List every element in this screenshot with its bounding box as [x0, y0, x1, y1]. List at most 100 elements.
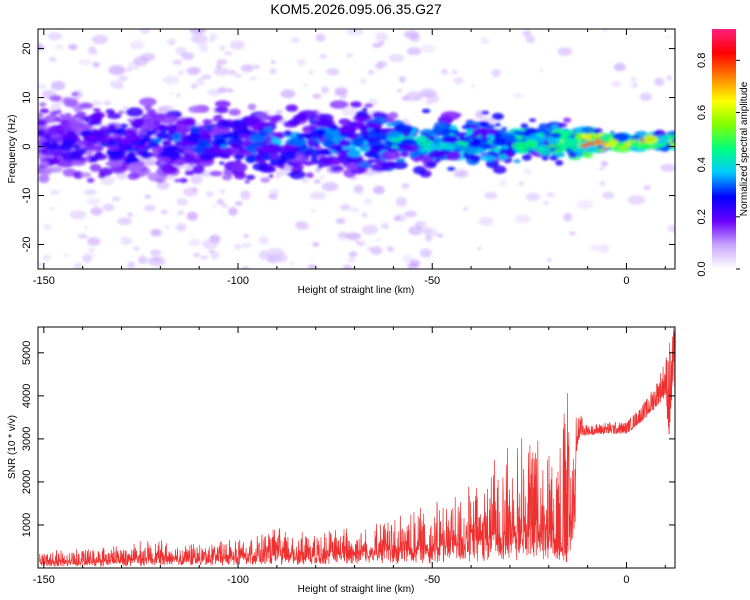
heatmap-cell [598, 243, 610, 254]
heatmap-cell [64, 132, 72, 137]
heatmap-cell [521, 153, 532, 161]
x-tick-label: -150 [33, 574, 55, 586]
heatmap-cell [202, 146, 218, 156]
heatmap-cell [125, 107, 144, 117]
heatmap-cell [421, 226, 433, 234]
heatmap-cell [38, 112, 44, 119]
heatmap-cell [380, 150, 401, 161]
spectrogram-ticks: -150 -100 -50 0 20 10 0 -10 -20 [21, 29, 675, 287]
heatmap-cell [244, 180, 251, 184]
heatmap-cell [398, 76, 406, 83]
heatmap-cell [166, 123, 178, 132]
heatmap-cell [318, 113, 334, 122]
heatmap-cell [404, 210, 417, 218]
heatmap-cell [421, 44, 436, 54]
heatmap-cell [184, 170, 195, 176]
heatmap-cell [147, 256, 166, 267]
heatmap-cell [243, 234, 249, 239]
heatmap-cell [484, 191, 498, 200]
heatmap-cell [401, 138, 416, 146]
heatmap-cell [209, 170, 223, 177]
heatmap-cell [549, 155, 558, 161]
heatmap-cell [253, 64, 260, 69]
heatmap-cell [266, 115, 277, 121]
heatmap-cell [543, 200, 550, 205]
heatmap-cell [353, 184, 364, 194]
spectrogram-ylabel: Frequency (Hz) [7, 115, 18, 184]
heatmap-cell [280, 89, 296, 99]
heatmap-cell [181, 52, 194, 61]
heatmap-cell [400, 151, 410, 158]
heatmap-cell [419, 248, 432, 258]
heatmap-cell [283, 120, 299, 128]
heatmap-cell [38, 262, 44, 267]
heatmap-cell [129, 40, 145, 50]
heatmap-cell [172, 59, 182, 65]
heatmap-cell [240, 190, 252, 200]
heatmap-cell [302, 82, 310, 87]
heatmap-cell [133, 246, 140, 252]
colorbar-tick-label: 0.6 [696, 105, 708, 120]
y-tick-label: 20 [21, 42, 33, 54]
heatmap-cell [119, 137, 131, 144]
heatmap-cell [419, 88, 437, 98]
heatmap-cell [105, 108, 115, 115]
heatmap-cell [469, 124, 479, 129]
heatmap-cell [408, 225, 423, 236]
heatmap-cell [475, 128, 484, 134]
heatmap-cell [629, 146, 639, 152]
heatmap-cell [241, 243, 252, 248]
heatmap-cell [162, 145, 183, 155]
heatmap-cell [513, 137, 519, 141]
heatmap-cell [91, 253, 96, 258]
heatmap-cell [186, 66, 201, 76]
heatmap-cell [223, 51, 233, 56]
heatmap-cell [287, 137, 308, 147]
heatmap-cell [220, 144, 228, 149]
heatmap-cell [167, 130, 176, 135]
heatmap-cell [413, 157, 421, 163]
heatmap-cell [307, 140, 320, 148]
heatmap-cell [152, 142, 160, 147]
heatmap-cell [137, 130, 148, 135]
heatmap-cell [653, 77, 665, 87]
heatmap-cell [39, 108, 50, 114]
heatmap-cell [277, 253, 288, 263]
heatmap-cell [87, 237, 101, 246]
heatmap-cell [485, 123, 495, 130]
heatmap-cell [590, 135, 596, 140]
heatmap-cell [535, 132, 546, 138]
heatmap-cell [91, 100, 102, 107]
heatmap-cell [378, 41, 385, 46]
heatmap-cell [127, 212, 134, 217]
heatmap-cell [79, 140, 89, 146]
heatmap-cell [115, 83, 124, 90]
heatmap-cell [459, 136, 467, 142]
heatmap-cell [186, 211, 198, 221]
heatmap-cell [501, 126, 507, 132]
heatmap-cell [229, 122, 248, 131]
y-tick-label: 5000 [21, 341, 33, 365]
heatmap-cell [665, 35, 671, 39]
heatmap-cell [563, 137, 577, 144]
heatmap-cell [386, 130, 402, 139]
heatmap-cell [269, 68, 277, 75]
colorbar-label: Normalized spectral amplitude [739, 81, 750, 216]
heatmap-cell [108, 124, 116, 130]
y-tick-label: 0 [21, 143, 33, 149]
heatmap-cell [316, 119, 333, 128]
heatmap-cell [238, 148, 246, 153]
heatmap-cell [269, 188, 279, 197]
heatmap-cell [127, 118, 134, 123]
heatmap-cell [513, 93, 523, 99]
heatmap-cell [177, 210, 184, 216]
heatmap-cell [377, 60, 388, 68]
heatmap-cell [245, 155, 257, 161]
heatmap-cell [245, 174, 256, 180]
heatmap-cell [312, 93, 322, 99]
heatmap-cell [585, 145, 597, 153]
x-tick-label: -150 [33, 275, 55, 287]
heatmap-cell [39, 102, 47, 107]
heatmap-cell [596, 144, 604, 150]
heatmap-cell [478, 216, 494, 226]
